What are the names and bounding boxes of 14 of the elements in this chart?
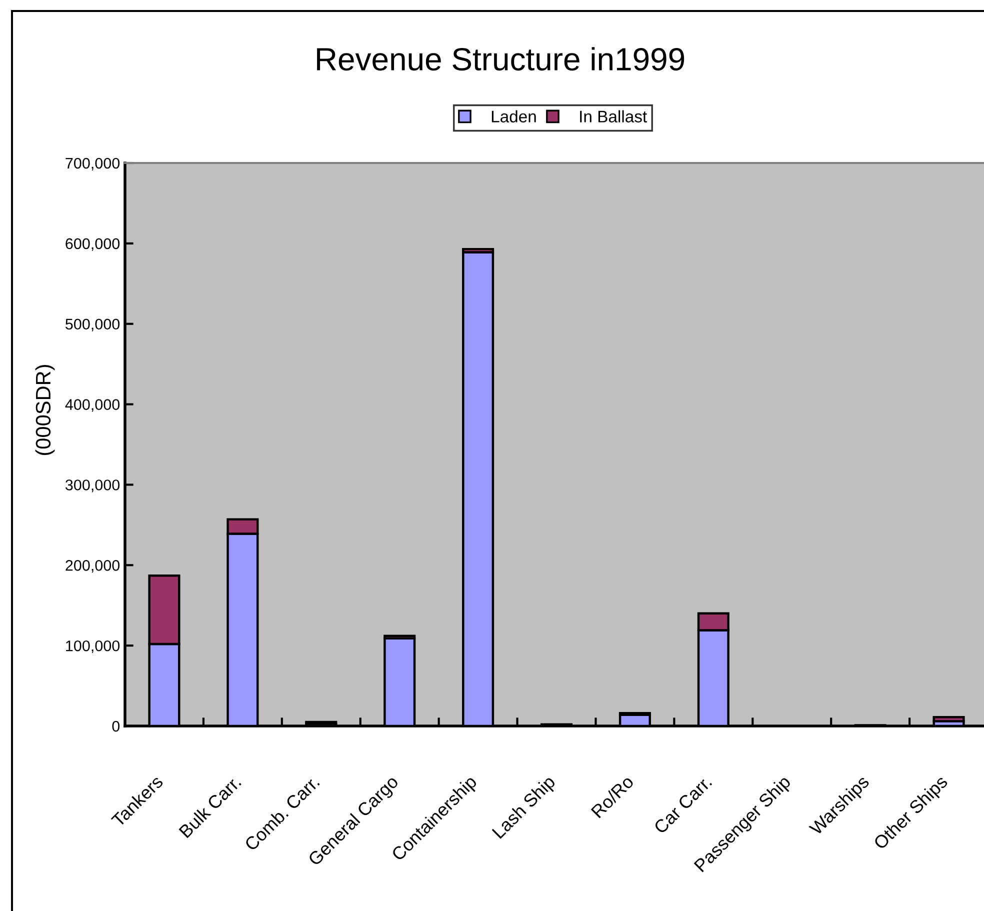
x-tick-label: Bulk Carr. <box>178 775 242 838</box>
y-tick-label: 100,000 <box>66 640 120 654</box>
legend-label: In Ballast <box>580 110 647 122</box>
y-tick-label: 300,000 <box>66 480 120 492</box>
y-tick-label: 400,000 <box>65 399 120 412</box>
x-tick-label: Car Carr. <box>653 775 712 834</box>
y-tick-label: 700,000 <box>66 158 120 170</box>
y-tick-label: 0 <box>112 720 120 732</box>
y-tick-label: 200,000 <box>66 560 120 573</box>
legend-label: Laden <box>492 110 536 122</box>
y-axis-title: (000SDR) <box>35 364 55 456</box>
y-tick-label: 500,000 <box>66 318 120 332</box>
y-tick-label: 600,000 <box>66 238 120 251</box>
chart-title: Revenue Structure in1999 <box>317 47 684 71</box>
